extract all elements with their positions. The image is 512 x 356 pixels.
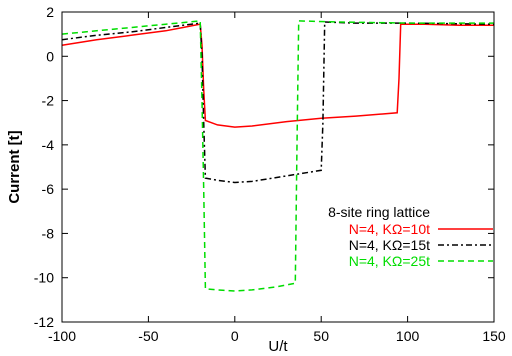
series-line (61, 23, 494, 128)
y-tick-label: -6 (42, 181, 55, 197)
y-tick-label: 0 (46, 48, 54, 64)
plot-frame (61, 11, 495, 323)
axis-ticks: -100 -50 0 50 100 150 -12 -10 -8 -6 -4 -2 0 2 (34, 4, 506, 344)
legend-entry-label: N=4, KΩ=10t (349, 221, 430, 237)
x-tick-label: 50 (313, 328, 329, 344)
x-tick-label: 0 (231, 328, 239, 344)
legend-entry-label: N=4, KΩ=25t (349, 253, 430, 269)
x-tick-label: -50 (138, 328, 158, 344)
x-tick-label: -100 (48, 328, 76, 344)
series-lines (61, 20, 495, 292)
x-tick-label: 100 (396, 328, 420, 344)
y-axis-label: Current [t] (6, 130, 23, 203)
legend-entry-label: N=4, KΩ=15t (349, 237, 430, 253)
series-line (61, 21, 495, 184)
x-tick-label: 150 (482, 328, 506, 344)
legend-title: 8-site ring lattice (328, 204, 430, 220)
y-tick-label: -4 (42, 137, 55, 153)
y-tick-label: -8 (42, 225, 55, 241)
x-axis-label: U/t (268, 338, 288, 355)
y-tick-label: -12 (34, 314, 54, 330)
y-tick-label: -10 (34, 270, 54, 286)
y-tick-label: 2 (46, 4, 54, 20)
y-tick-label: -2 (42, 93, 55, 109)
